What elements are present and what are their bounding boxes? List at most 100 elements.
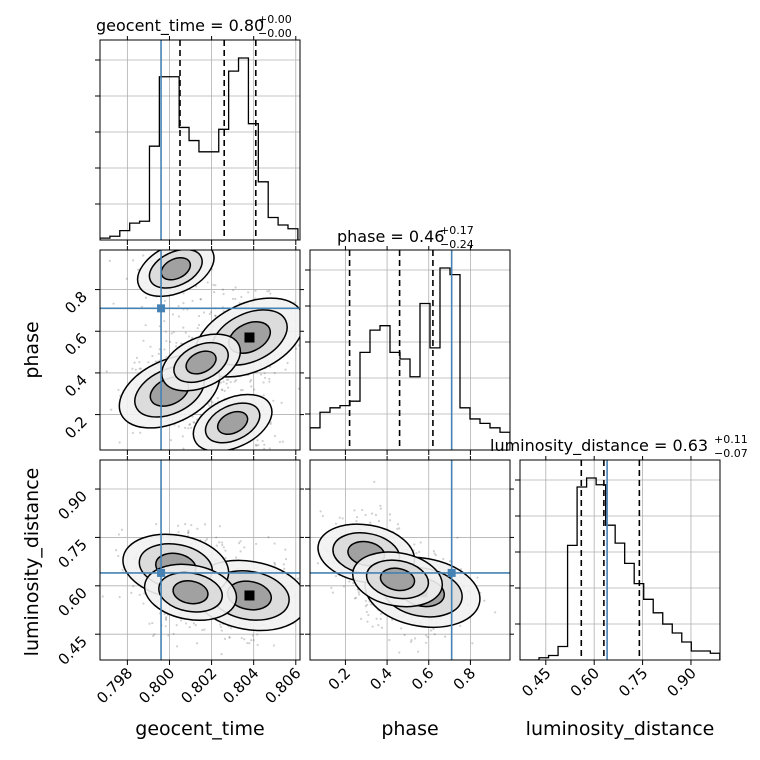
sample-point [188,626,191,629]
histogram-panel-luminosity_distance [515,456,721,665]
sample-point [413,543,416,546]
sample-point [139,431,142,434]
sample-point [179,619,183,622]
sample-point [191,299,194,303]
sample-point [239,389,243,392]
histogram-bin [625,563,635,660]
histogram-bin [110,236,120,240]
sample-point [218,525,221,528]
sample-point [403,633,406,637]
sample-point [134,368,137,371]
histogram-bin [390,352,400,450]
sample-point [369,521,372,524]
sample-point [220,629,223,632]
sample-point [264,376,267,379]
histogram-bin [420,304,430,450]
sample-point [184,622,188,625]
panel-frame [99,39,301,241]
sample-point [243,638,246,641]
sample-point [163,612,166,616]
sample-point [221,466,223,468]
sample-point [219,623,222,626]
sample-point [262,394,265,397]
sample-point [229,627,233,630]
sample-point [172,241,174,243]
y-tick-label: 0.4 [61,371,91,401]
sample-point [185,248,187,250]
sample-point [263,372,266,375]
y-tick-label: 0.60 [54,584,90,620]
histogram-bin [248,124,258,240]
sample-point [273,563,277,566]
sample-point [234,286,237,289]
density-contour [185,350,217,375]
sample-point [218,466,220,468]
sample-point [222,546,225,549]
sample-point [273,434,277,438]
sample-point [194,624,197,627]
sample-point [177,304,180,308]
panel-frame [309,459,511,661]
histogram-bin [360,352,370,450]
sample-point [398,651,401,654]
title-luminosity-distance-minus: −0.07 [714,447,748,460]
sample-point [334,522,338,525]
scatter-panel-phase-vs-luminosity_distance [305,456,514,665]
y-tick-label: 0.90 [54,487,90,523]
sample-point [239,550,242,553]
sample-point [239,540,242,543]
x-tick-label: 0.60 [567,664,603,700]
sample-point [188,335,191,338]
title-phase-minus: −0.24 [440,238,474,251]
sample-point [268,447,271,450]
density-peak [244,332,255,343]
sample-point [151,354,154,358]
sample-point [177,425,180,428]
histogram-bin [130,223,140,240]
sample-point [273,371,276,375]
sample-point [138,367,141,370]
histogram-bin [380,326,390,450]
sample-point [269,422,272,426]
sample-point [152,634,155,637]
sample-point [187,531,190,535]
sample-point [175,341,178,344]
sample-point [203,523,207,526]
sample-point [234,379,238,382]
sample-point [373,480,376,483]
sample-point [253,388,256,391]
sample-point [254,289,257,292]
sample-point [269,292,272,295]
sample-point [295,347,298,350]
sample-point [157,352,160,355]
histogram-bin [615,543,625,660]
sample-point [432,627,435,631]
sample-point [202,311,206,314]
sample-point [476,576,479,579]
sample-point [256,439,259,442]
sample-point [201,628,204,632]
sample-point [169,438,173,442]
title-geocent-time: geocent_time = 0.80 [96,16,264,36]
sample-point [331,591,335,594]
histogram-bin [500,432,510,450]
sample-point [364,599,368,602]
sample-point [390,618,394,621]
sample-point [169,340,172,343]
sample-point [375,617,378,620]
sample-point [232,244,234,246]
sample-point [259,373,263,376]
sample-point [221,541,224,544]
sample-point [203,628,206,631]
sample-point [228,636,231,639]
sample-point [235,556,238,559]
sample-point [222,292,225,296]
sample-point [164,618,168,621]
sample-point [220,450,222,452]
sample-point [214,314,217,317]
histogram-bin [268,217,278,240]
sample-point [425,641,428,644]
sample-point [358,593,361,596]
sample-point [243,546,246,549]
title-geocent-time-minus: −0.00 [258,27,292,40]
